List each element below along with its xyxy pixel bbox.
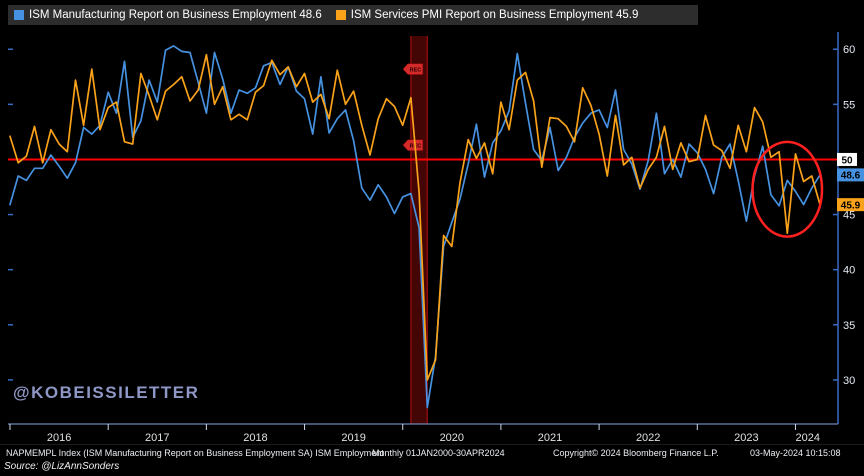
services-value-badge: 45.9 <box>837 198 864 211</box>
threshold-value-badge: 50 <box>837 152 857 166</box>
svg-text:30: 30 <box>843 375 855 387</box>
svg-text:2018: 2018 <box>243 432 267 444</box>
svg-text:REC: REC <box>410 67 422 73</box>
legend-item-services[interactable]: ISM Services PMI Report on Business Empl… <box>335 9 639 21</box>
legend-label-services: ISM Services PMI Report on Business Empl… <box>350 9 639 21</box>
svg-text:40: 40 <box>843 265 855 277</box>
highlight-ellipse <box>751 140 824 238</box>
svg-text:35: 35 <box>843 320 855 332</box>
svg-text:2017: 2017 <box>145 432 169 444</box>
svg-text:48.6: 48.6 <box>841 171 861 182</box>
rec-flag: REC <box>402 63 424 75</box>
source-credit: Source: @LizAnnSonders <box>4 461 120 472</box>
footer-ticker-description: NAPMEMPL Index (ISM Manufacturing Report… <box>6 448 384 458</box>
svg-text:2022: 2022 <box>636 432 660 444</box>
legend-item-manufacturing[interactable]: ISM Manufacturing Report on Business Emp… <box>14 9 322 21</box>
series-line-manufacturing <box>9 45 821 409</box>
axes: 30 35 40 45 55 60 2016 2017 2018 2019 2020 2021 2022… <box>8 32 855 444</box>
manufacturing-value-badge: 48.6 <box>837 168 864 182</box>
series-line-services <box>9 53 821 381</box>
legend-bar: ISM Manufacturing Report on Business Emp… <box>8 5 698 25</box>
footer-copyright: Copyright© 2024 Bloomberg Finance L.P. <box>553 448 719 458</box>
legend-label-manufacturing: ISM Manufacturing Report on Business Emp… <box>29 9 322 21</box>
svg-text:45.9: 45.9 <box>841 200 861 211</box>
svg-text:2016: 2016 <box>47 432 71 444</box>
rec-flag: REC <box>402 139 424 151</box>
footer-date-range: Monthly 01JAN2000-30APR2024 <box>372 448 505 458</box>
manufacturing-swatch-icon <box>14 10 24 20</box>
svg-text:2023: 2023 <box>734 432 758 444</box>
watermark: @KOBEISSILETTER <box>13 383 200 402</box>
svg-text:50: 50 <box>841 155 853 166</box>
svg-text:45: 45 <box>843 210 855 222</box>
services-swatch-icon <box>335 10 346 20</box>
svg-text:2021: 2021 <box>538 432 562 444</box>
svg-text:60: 60 <box>843 44 855 56</box>
svg-text:2019: 2019 <box>341 432 365 444</box>
svg-text:55: 55 <box>843 99 855 111</box>
svg-text:2024: 2024 <box>795 432 819 444</box>
footer-timestamp: 03-May-2024 10:15:08 <box>750 448 841 458</box>
svg-text:2020: 2020 <box>440 432 464 444</box>
footer-bar: NAPMEMPL Index (ISM Manufacturing Report… <box>0 444 864 461</box>
